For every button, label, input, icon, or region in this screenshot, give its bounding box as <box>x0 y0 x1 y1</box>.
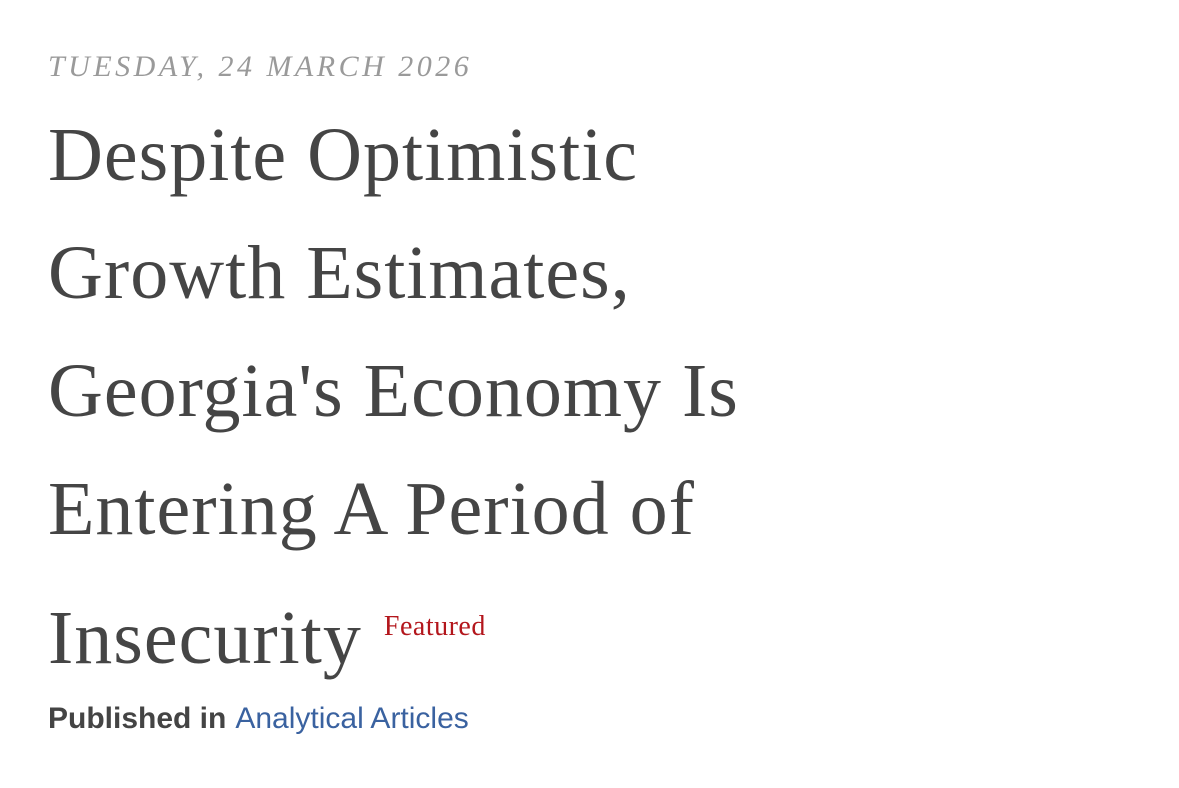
article-date: TUESDAY, 24 MARCH 2026 <box>48 50 473 83</box>
title-line: Insecurity <box>48 596 362 680</box>
title-line: Growth Estimates, <box>48 231 631 315</box>
title-line: Georgia's Economy Is <box>48 349 739 433</box>
category-link[interactable]: Analytical Articles <box>235 702 469 735</box>
byline: Published in Analytical Articles <box>48 702 469 736</box>
title-line: Despite Optimistic <box>48 113 639 197</box>
byline-label: Published in <box>48 702 227 735</box>
featured-badge: Featured <box>383 611 486 642</box>
title-line: Entering A Period of <box>48 467 695 551</box>
title-line-last: Insecurity Featured <box>48 582 486 683</box>
